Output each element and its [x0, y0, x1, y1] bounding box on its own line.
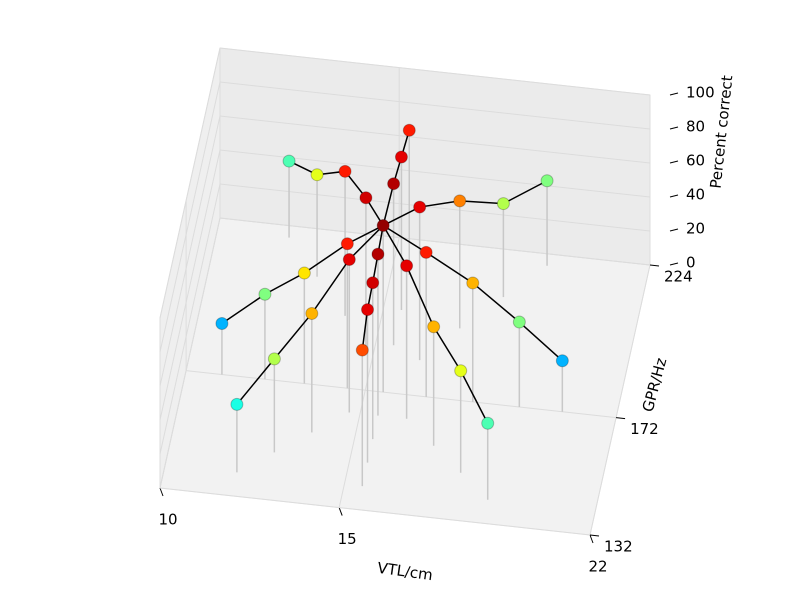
x-tick-label: 22 — [588, 558, 607, 576]
tick-mark — [669, 194, 679, 198]
data-point — [359, 191, 373, 205]
tick-mark — [669, 160, 679, 164]
data-point — [305, 306, 319, 320]
z-tick-label: 80 — [686, 118, 705, 136]
data-point — [555, 354, 569, 368]
x-tick-label: 15 — [338, 530, 357, 548]
data-point — [342, 252, 356, 266]
y-tick-label: 172 — [630, 420, 659, 438]
tick-mark — [649, 264, 660, 267]
data-point — [481, 416, 495, 430]
grid-line — [219, 115, 651, 164]
spoke-line — [382, 130, 410, 226]
data-point — [402, 123, 416, 137]
y-tick-label: 132 — [604, 538, 633, 556]
data-point — [394, 150, 408, 164]
data-point — [366, 276, 380, 290]
tick-mark — [589, 534, 600, 537]
x-axis-label: VTL/cm — [376, 559, 434, 585]
data-point — [427, 320, 441, 334]
data-point — [453, 194, 467, 208]
data-point — [338, 164, 352, 178]
data-point — [419, 245, 433, 259]
grid-line — [219, 183, 651, 232]
tick-mark — [669, 92, 679, 96]
z-tick-label: 100 — [686, 84, 715, 102]
tick-mark — [669, 262, 679, 266]
grid-line — [219, 81, 651, 130]
tick-mark — [159, 487, 164, 497]
grid-line — [159, 81, 221, 353]
data-point — [540, 174, 554, 188]
data-point — [340, 237, 354, 251]
data-point — [496, 197, 510, 211]
data-point — [413, 200, 427, 214]
data-point — [282, 154, 296, 168]
grid-line — [159, 183, 221, 455]
z-tick-label: 40 — [686, 186, 705, 204]
grid-line — [159, 487, 591, 536]
tick-mark — [338, 507, 343, 516]
grid-line — [589, 264, 651, 536]
grid-line — [159, 115, 221, 387]
data-point — [371, 247, 385, 261]
tick-mark — [589, 534, 594, 544]
data-point — [387, 177, 401, 191]
grid-line — [159, 47, 221, 319]
grid-line — [219, 217, 651, 266]
y-axis-label: GPR/Hz — [639, 356, 671, 414]
grid-line — [219, 47, 651, 96]
data-point — [267, 352, 281, 366]
data-point — [310, 168, 324, 182]
grid-line — [338, 237, 400, 508]
data-point — [466, 276, 480, 290]
grid-line — [159, 149, 221, 421]
data-point — [230, 397, 244, 411]
data-point — [454, 364, 468, 378]
y-tick-label: 224 — [664, 268, 693, 286]
data-point — [215, 317, 229, 331]
x-tick-label: 10 — [158, 511, 177, 529]
tick-mark — [616, 417, 626, 420]
tick-mark — [669, 126, 679, 130]
tick-mark — [669, 228, 679, 232]
data-point — [258, 287, 272, 301]
z-tick-label: 60 — [686, 152, 705, 170]
grid-line — [159, 217, 221, 489]
data-point — [361, 303, 375, 317]
z-tick-label: 20 — [686, 220, 705, 238]
data-point — [355, 343, 369, 357]
data-point — [512, 315, 526, 329]
data-point — [400, 259, 414, 273]
data-point — [297, 266, 311, 280]
data-point — [376, 219, 390, 233]
z-tick-label: 0 — [686, 254, 696, 272]
